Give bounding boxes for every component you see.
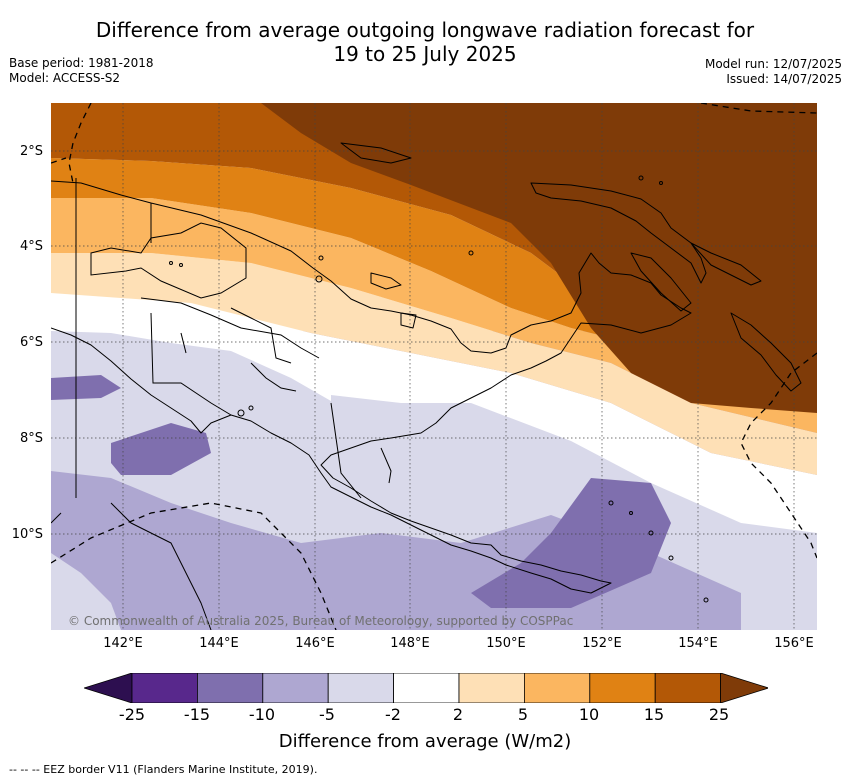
borders bbox=[75, 178, 392, 499]
coastlines bbox=[51, 142, 802, 630]
colorbar-tick: 2 bbox=[452, 705, 464, 724]
colorbar-tick: -5 bbox=[319, 705, 335, 724]
colorbar-title: Difference from average (W/m2) bbox=[278, 731, 572, 752]
meta-left: Base period: 1981-2018 Model: ACCESS-S2 bbox=[9, 56, 154, 86]
pocket-minus-15-coast bbox=[51, 375, 121, 400]
colorbar-tick: 10 bbox=[578, 705, 600, 724]
colorbar-tick: -25 bbox=[118, 705, 146, 724]
map-svg bbox=[51, 103, 817, 630]
lat-label: 8°S bbox=[19, 431, 43, 446]
colorbar-tick: -10 bbox=[248, 705, 276, 724]
eez-footnote: -- -- -- EEZ border V11 (Flanders Marine… bbox=[9, 763, 318, 776]
base-period: Base period: 1981-2018 bbox=[9, 56, 154, 70]
lat-label: 10°S bbox=[11, 527, 43, 542]
lon-label: 144°E bbox=[199, 636, 239, 651]
colorbar-cell bbox=[589, 673, 656, 703]
band-minus-5-south bbox=[51, 331, 817, 630]
colorbar-cell bbox=[262, 673, 329, 703]
colorbar-tick: 5 bbox=[517, 705, 529, 724]
band-plus-25 bbox=[261, 103, 817, 413]
issued-date: Issued: 14/07/2025 bbox=[726, 72, 842, 86]
colorbar-tick: -15 bbox=[183, 705, 211, 724]
copyright-notice: © Commonwealth of Australia 2025, Bureau… bbox=[68, 614, 574, 628]
colorbar bbox=[84, 673, 768, 703]
band-minus-5-coast bbox=[51, 553, 121, 630]
lat-label: 2°S bbox=[19, 144, 43, 159]
pocket-minus-15-south bbox=[471, 478, 671, 608]
colorbar-extend-low bbox=[84, 673, 133, 703]
colorbar-cell bbox=[197, 673, 264, 703]
lon-label: 156°E bbox=[774, 636, 814, 651]
colorbar-cell bbox=[458, 673, 525, 703]
colorbar-tick: 15 bbox=[643, 705, 665, 724]
title-line-1: Difference from average outgoing longwav… bbox=[95, 18, 755, 42]
colorbar-tick: -2 bbox=[385, 705, 401, 724]
lat-label: 4°S bbox=[19, 239, 43, 254]
colorbar-cell bbox=[523, 673, 591, 703]
title-line-2: 19 to 25 July 2025 bbox=[333, 42, 517, 66]
colorbar-cell bbox=[393, 673, 460, 703]
lat-label: 6°S bbox=[19, 335, 43, 350]
colorbar-cell bbox=[327, 673, 394, 703]
colorbar-cells bbox=[84, 673, 768, 703]
colorbar-tick: 25 bbox=[708, 705, 730, 724]
meta-right: Model run: 12/07/2025 Issued: 14/07/2025 bbox=[705, 57, 842, 87]
colorbar-extend-high bbox=[720, 673, 768, 703]
map-title: Difference from average outgoing longwav… bbox=[0, 18, 850, 66]
band-plus-2 bbox=[51, 253, 817, 475]
lon-label: 152°E bbox=[582, 636, 622, 651]
map-panel bbox=[51, 103, 817, 630]
lon-label: 154°E bbox=[678, 636, 718, 651]
colorbar-cell bbox=[131, 673, 198, 703]
colorbar-cell bbox=[654, 673, 722, 703]
model-name: Model: ACCESS-S2 bbox=[9, 71, 121, 85]
eez-borders bbox=[51, 103, 817, 630]
model-run: Model run: 12/07/2025 bbox=[704, 57, 842, 71]
pocket-minus-15-west bbox=[111, 423, 211, 475]
lon-label: 148°E bbox=[390, 636, 430, 651]
band-plus-5 bbox=[51, 198, 817, 433]
band-minus-2 bbox=[51, 293, 817, 533]
lon-label: 146°E bbox=[295, 636, 335, 651]
lon-label: 142°E bbox=[103, 636, 143, 651]
lon-label: 150°E bbox=[486, 636, 526, 651]
